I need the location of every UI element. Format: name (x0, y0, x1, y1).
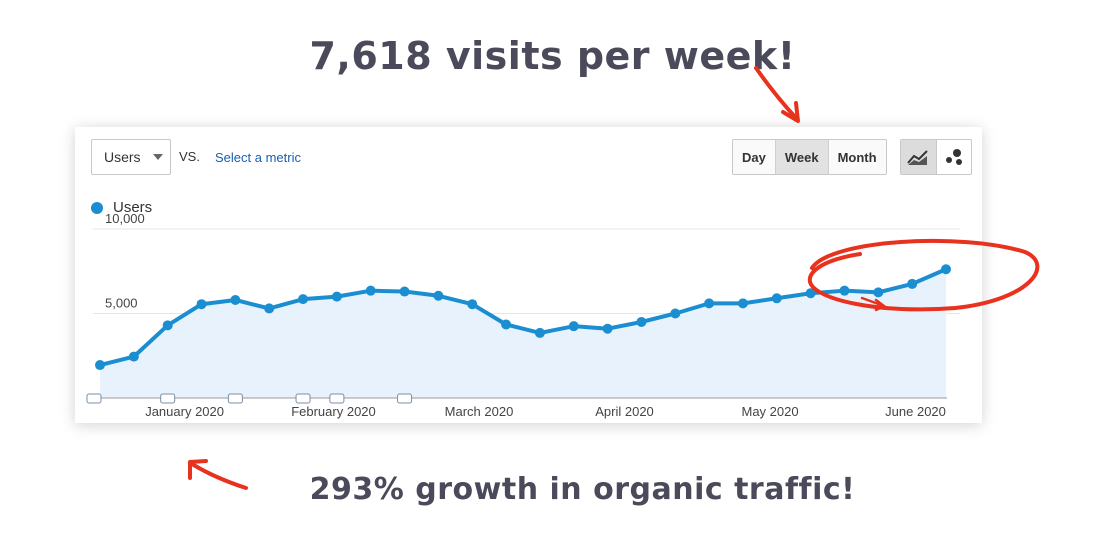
x-tick-label: April 2020 (595, 404, 654, 419)
data-point (196, 299, 207, 310)
annotation-marker-icon (329, 393, 345, 404)
data-point (907, 278, 918, 289)
data-point (568, 321, 579, 332)
data-point (399, 286, 410, 297)
headline-bottom: 293% growth in organic traffic! (309, 472, 856, 507)
data-point (839, 285, 850, 296)
series-area (100, 269, 946, 398)
data-point (704, 298, 715, 309)
data-point (331, 291, 342, 302)
x-tick-label: May 2020 (741, 404, 798, 419)
data-point (365, 285, 376, 296)
data-point (602, 323, 613, 334)
chart-plot: 5,000 10,000 January 2020 February 2020 Marc… (86, 211, 960, 419)
data-point (534, 327, 545, 338)
line-chart-icon[interactable] (901, 140, 937, 174)
data-point (433, 290, 444, 301)
chart-legend: Users (91, 199, 152, 216)
annotation-marker-icon (295, 393, 311, 404)
annotation-marker-icon (86, 393, 102, 404)
x-tick-label: June 2020 (885, 404, 946, 419)
data-point (298, 294, 309, 305)
series-line (99, 267, 947, 367)
period-toggle: Day Week Month (732, 139, 887, 175)
legend-label: Users (113, 199, 153, 216)
data-point (670, 308, 681, 319)
legend-dot (91, 201, 103, 214)
motion-chart-icon[interactable] (937, 140, 972, 174)
x-tick-label: January 2020 (145, 404, 224, 419)
data-point (771, 293, 782, 304)
data-point (636, 316, 647, 327)
vs-label: VS. (179, 149, 200, 164)
chart-view-toggle (900, 139, 972, 175)
annotation-marker-icon (227, 393, 243, 404)
data-point (873, 287, 884, 298)
data-point (467, 299, 478, 310)
data-point (941, 264, 951, 275)
data-point (128, 351, 139, 362)
period-week-button[interactable]: Week (775, 140, 829, 174)
data-point (501, 319, 512, 330)
annotation-marker-icon (160, 393, 176, 404)
select-metric-link[interactable]: Select a metric (215, 150, 301, 165)
y-tick-label: 10,000 (105, 211, 145, 226)
period-day-button[interactable]: Day (733, 140, 776, 174)
data-point (264, 303, 275, 314)
data-point (230, 294, 241, 305)
data-point (805, 288, 816, 299)
data-point (162, 320, 173, 331)
caret-down-icon (152, 154, 163, 160)
data-point (737, 298, 748, 309)
y-tick-label: 5,000 (105, 296, 138, 311)
data-point (95, 360, 105, 371)
x-tick-label: February 2020 (291, 404, 376, 419)
headline-top: 7,618 visits per week! (309, 34, 796, 78)
x-tick-label: March 2020 (445, 404, 514, 419)
period-month-button[interactable]: Month (828, 140, 886, 174)
annotation-marker-icon (397, 393, 413, 404)
metric-select[interactable]: Users (91, 139, 171, 175)
analytics-chart-card: Users VS. Select a metric Day Week Month… (75, 127, 982, 423)
metric-select-value: Users (104, 149, 141, 165)
